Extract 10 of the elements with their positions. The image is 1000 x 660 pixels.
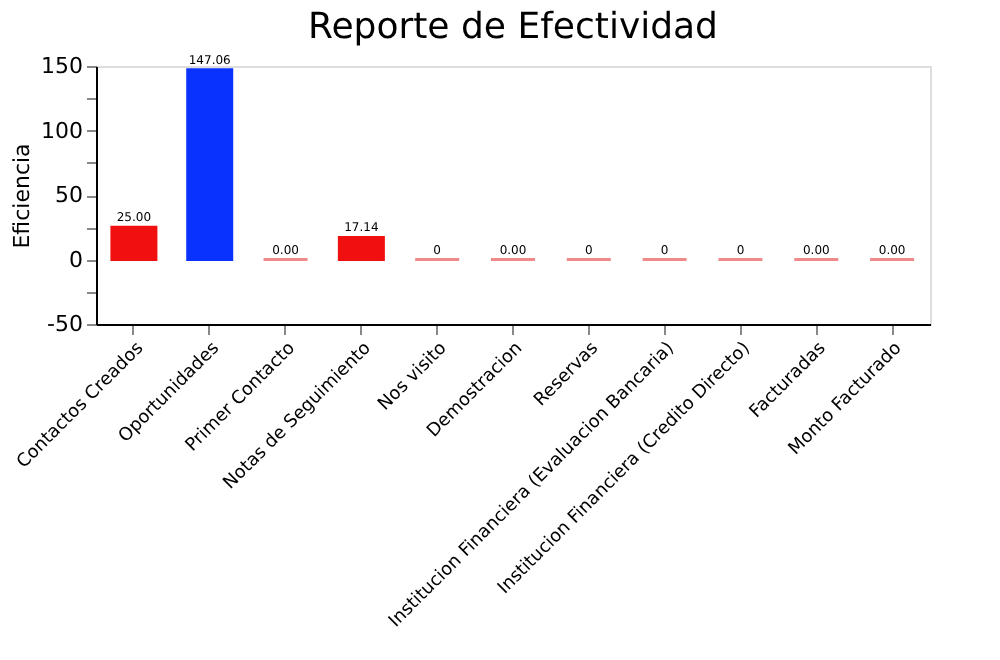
y-axis-title: Eficiencia <box>9 143 36 249</box>
y-tick-label: -50 <box>47 311 83 337</box>
y-tick-label: 50 <box>55 182 83 208</box>
y-tick-label: 150 <box>41 53 83 79</box>
bar <box>110 225 158 261</box>
chart-title: Reporte de Efectividad <box>308 5 718 48</box>
bar <box>337 235 385 261</box>
y-tick-label: 0 <box>69 246 83 273</box>
y-tick-label: 100 <box>41 117 83 144</box>
bar <box>186 68 234 261</box>
